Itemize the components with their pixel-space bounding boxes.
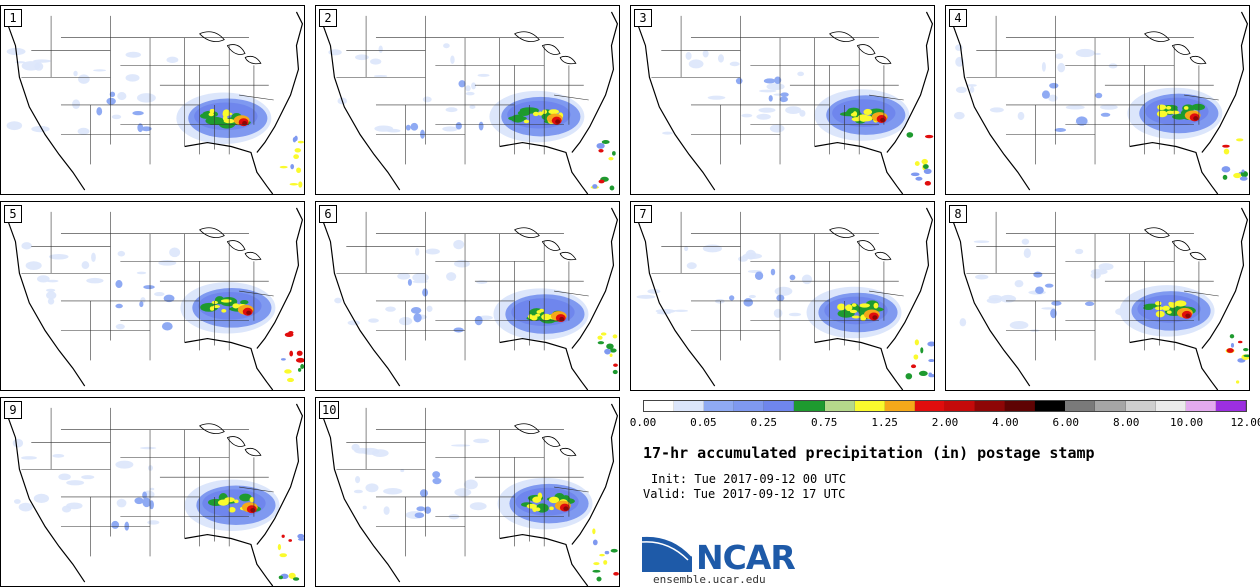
colorbar-swatch <box>884 401 915 411</box>
member-number: 9 <box>4 401 22 419</box>
coastline <box>6 11 304 194</box>
member-panel: 6 <box>315 201 620 391</box>
colorbar-swatch <box>1155 401 1186 411</box>
coastline <box>6 403 304 586</box>
colorbar-swatch <box>854 401 885 411</box>
precip-map <box>951 11 1249 194</box>
member-panel: 1 <box>0 5 305 195</box>
great-lakes <box>1144 31 1207 65</box>
member-number: 6 <box>319 205 337 223</box>
great-lakes <box>199 31 262 65</box>
init-time: Init: Tue 2017-09-12 00 UTC <box>651 472 847 486</box>
precip-map <box>636 207 934 390</box>
colorbar-swatch <box>704 401 735 411</box>
member-panel: 10 <box>315 397 620 587</box>
colorbar-swatch <box>764 401 795 411</box>
great-lakes <box>514 227 577 261</box>
precip-map <box>6 207 304 390</box>
precip-map <box>321 207 619 390</box>
colorbar-tick: 1.25 <box>871 416 898 429</box>
colorbar-swatch <box>824 401 855 411</box>
colorbar-swatch <box>794 401 825 411</box>
colorbar-swatch <box>975 401 1006 411</box>
colorbar-swatch <box>734 401 765 411</box>
state-border <box>1184 94 1219 101</box>
valid-time: Valid: Tue 2017-09-12 17 UTC <box>643 487 846 501</box>
member-number: 2 <box>319 9 337 27</box>
brand-name: NCAR <box>696 538 796 577</box>
state-border <box>239 94 274 101</box>
precipitation-colorbar <box>643 400 1247 412</box>
state-border <box>554 486 589 493</box>
great-lakes <box>514 31 577 65</box>
colorbar-swatch <box>644 401 675 411</box>
brand-url: ensemble.ucar.edu <box>653 573 766 586</box>
precip-map <box>636 11 934 194</box>
member-number: 5 <box>4 205 22 223</box>
precip-map <box>321 403 619 586</box>
coastline <box>321 207 619 390</box>
colorbar-tick: 2.00 <box>931 416 959 429</box>
member-panel: 9 <box>0 397 305 587</box>
colorbar-tick: 0.75 <box>810 416 838 429</box>
coastline <box>951 11 1249 194</box>
state-border <box>554 290 589 297</box>
colorbar-tick: 8.00 <box>1112 416 1140 429</box>
member-panel: 3 <box>630 5 935 195</box>
member-panel: 4 <box>945 5 1250 195</box>
member-panel: 7 <box>630 201 935 391</box>
coastline <box>321 403 619 586</box>
colorbar-swatch <box>1185 401 1216 411</box>
colorbar-swatch <box>1005 401 1036 411</box>
state-border <box>869 94 904 101</box>
precip-map <box>6 403 304 586</box>
member-panel: 2 <box>315 5 620 195</box>
member-number: 1 <box>4 9 22 27</box>
member-number: 8 <box>949 205 967 223</box>
colorbar-tick: 0.05 <box>690 416 717 429</box>
colorbar-tick: 0.25 <box>750 416 778 429</box>
precip-map <box>321 11 619 194</box>
colorbar-swatch <box>944 401 976 411</box>
coastline <box>321 11 619 194</box>
great-lakes <box>514 423 577 457</box>
colorbar-tick: 0.00 <box>629 416 657 429</box>
member-number: 4 <box>949 9 967 27</box>
ncar-logo-icon <box>642 534 693 572</box>
colorbar-tick: 4.00 <box>992 416 1019 429</box>
member-number: 7 <box>634 205 652 223</box>
member-panel: 5 <box>0 201 305 391</box>
colorbar-tick: 12.00 <box>1230 416 1260 429</box>
state-border <box>869 290 904 297</box>
great-lakes <box>829 31 892 65</box>
great-lakes <box>199 423 262 457</box>
colorbar-tick: 10.00 <box>1170 416 1204 429</box>
state-border <box>239 290 274 297</box>
great-lakes <box>829 227 892 261</box>
state-border <box>1184 290 1219 297</box>
precip-map <box>951 207 1249 390</box>
colorbar-swatch <box>1095 401 1126 411</box>
member-number: 10 <box>319 401 340 419</box>
colorbar-swatch <box>914 401 945 411</box>
precip-map <box>6 11 304 194</box>
state-border <box>239 486 274 493</box>
colorbar-swatch <box>674 401 705 411</box>
state-border <box>554 94 589 101</box>
coastline <box>6 207 304 390</box>
coastline <box>636 207 934 390</box>
colorbar-tick: 6.00 <box>1052 416 1080 429</box>
great-lakes <box>1144 227 1207 261</box>
member-panel: 8 <box>945 201 1250 391</box>
colorbar-swatch <box>1215 401 1246 411</box>
chart-title: 17-hr accumulated precipitation (in) pos… <box>643 444 1095 462</box>
colorbar-swatch <box>1035 401 1066 411</box>
colorbar-swatch <box>1125 401 1156 411</box>
coastline <box>951 207 1249 390</box>
coastline <box>636 11 934 194</box>
member-number: 3 <box>634 9 652 27</box>
colorbar-swatch <box>1065 401 1096 411</box>
great-lakes <box>199 227 262 261</box>
